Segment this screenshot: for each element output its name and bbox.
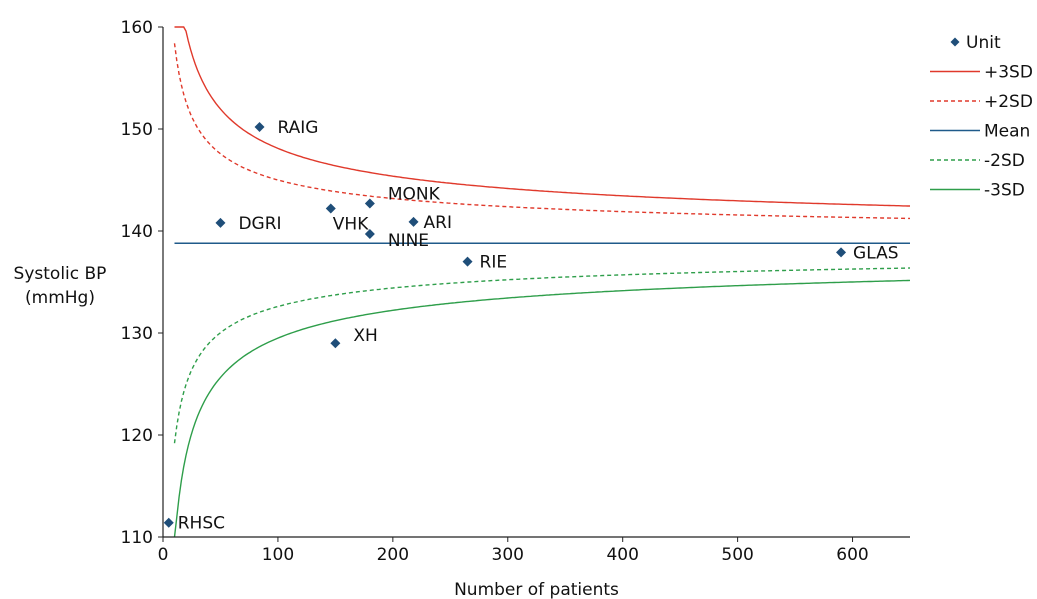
- plus-3sd-curve: [174, 26, 910, 207]
- unit-point-label: RIE: [480, 253, 508, 273]
- unit-point-label: RHSC: [178, 514, 225, 534]
- x-axis-label: Number of patients: [454, 580, 619, 599]
- y-tick-label: 160: [121, 18, 153, 38]
- y-tick-label: 130: [121, 324, 153, 344]
- x-tick-label: 100: [262, 545, 294, 565]
- unit-point-label: MONK: [388, 184, 441, 204]
- legend-label: Mean: [984, 122, 1030, 142]
- y-tick-label: 110: [121, 528, 153, 548]
- unit-point: [163, 517, 174, 528]
- x-tick-label: 0: [158, 545, 169, 565]
- x-tick-label: 200: [377, 545, 409, 565]
- legend-label: Unit: [966, 33, 1001, 53]
- legend: Unit +3SD +2SD Mean -2SD -3SD: [930, 33, 1033, 201]
- unit-point-label: XH: [353, 326, 377, 346]
- unit-point: [364, 198, 375, 209]
- unit-point-label: RAIG: [278, 118, 319, 138]
- unit-point-label: ARI: [424, 213, 452, 233]
- unit-point: [330, 338, 341, 349]
- legend-label: -2SD: [984, 151, 1025, 171]
- unit-point: [215, 217, 226, 228]
- unit-point: [408, 216, 419, 227]
- legend-swatch: [950, 37, 960, 47]
- y-tick-label: 150: [121, 120, 153, 140]
- y-tick-label: 120: [121, 426, 153, 446]
- unit-point: [462, 256, 473, 267]
- legend-label: +3SD: [984, 63, 1033, 83]
- unit-point-label: DGRI: [238, 214, 281, 234]
- unit-point: [836, 247, 847, 258]
- legend-label: -3SD: [984, 181, 1025, 201]
- plus-2sd-curve: [173, 43, 910, 220]
- x-tick-label: 500: [721, 545, 753, 565]
- unit-point: [364, 229, 375, 240]
- axes: 110 120 130 140 150 160 0 100 200 300 400 500 600: [121, 18, 910, 565]
- legend-label: +2SD: [984, 92, 1033, 112]
- unit-point-label: VHK: [333, 215, 369, 235]
- x-tick-label: 600: [836, 545, 868, 565]
- y-axis-label-line2: (mmHg): [25, 288, 95, 308]
- control-limit-curves: [173, 26, 911, 538]
- unit-point-label: GLAS: [853, 243, 898, 263]
- minus-3sd-curve: [173, 279, 911, 538]
- minus-2sd-curve: [173, 267, 911, 444]
- unit-point: [325, 203, 336, 214]
- x-tick-label: 300: [492, 545, 524, 565]
- x-tick-label: 400: [606, 545, 638, 565]
- y-axis-label-line1: Systolic BP: [14, 264, 107, 284]
- y-tick-label: 140: [121, 222, 153, 242]
- unit-point: [254, 121, 265, 132]
- unit-point-label: NINE: [388, 231, 429, 251]
